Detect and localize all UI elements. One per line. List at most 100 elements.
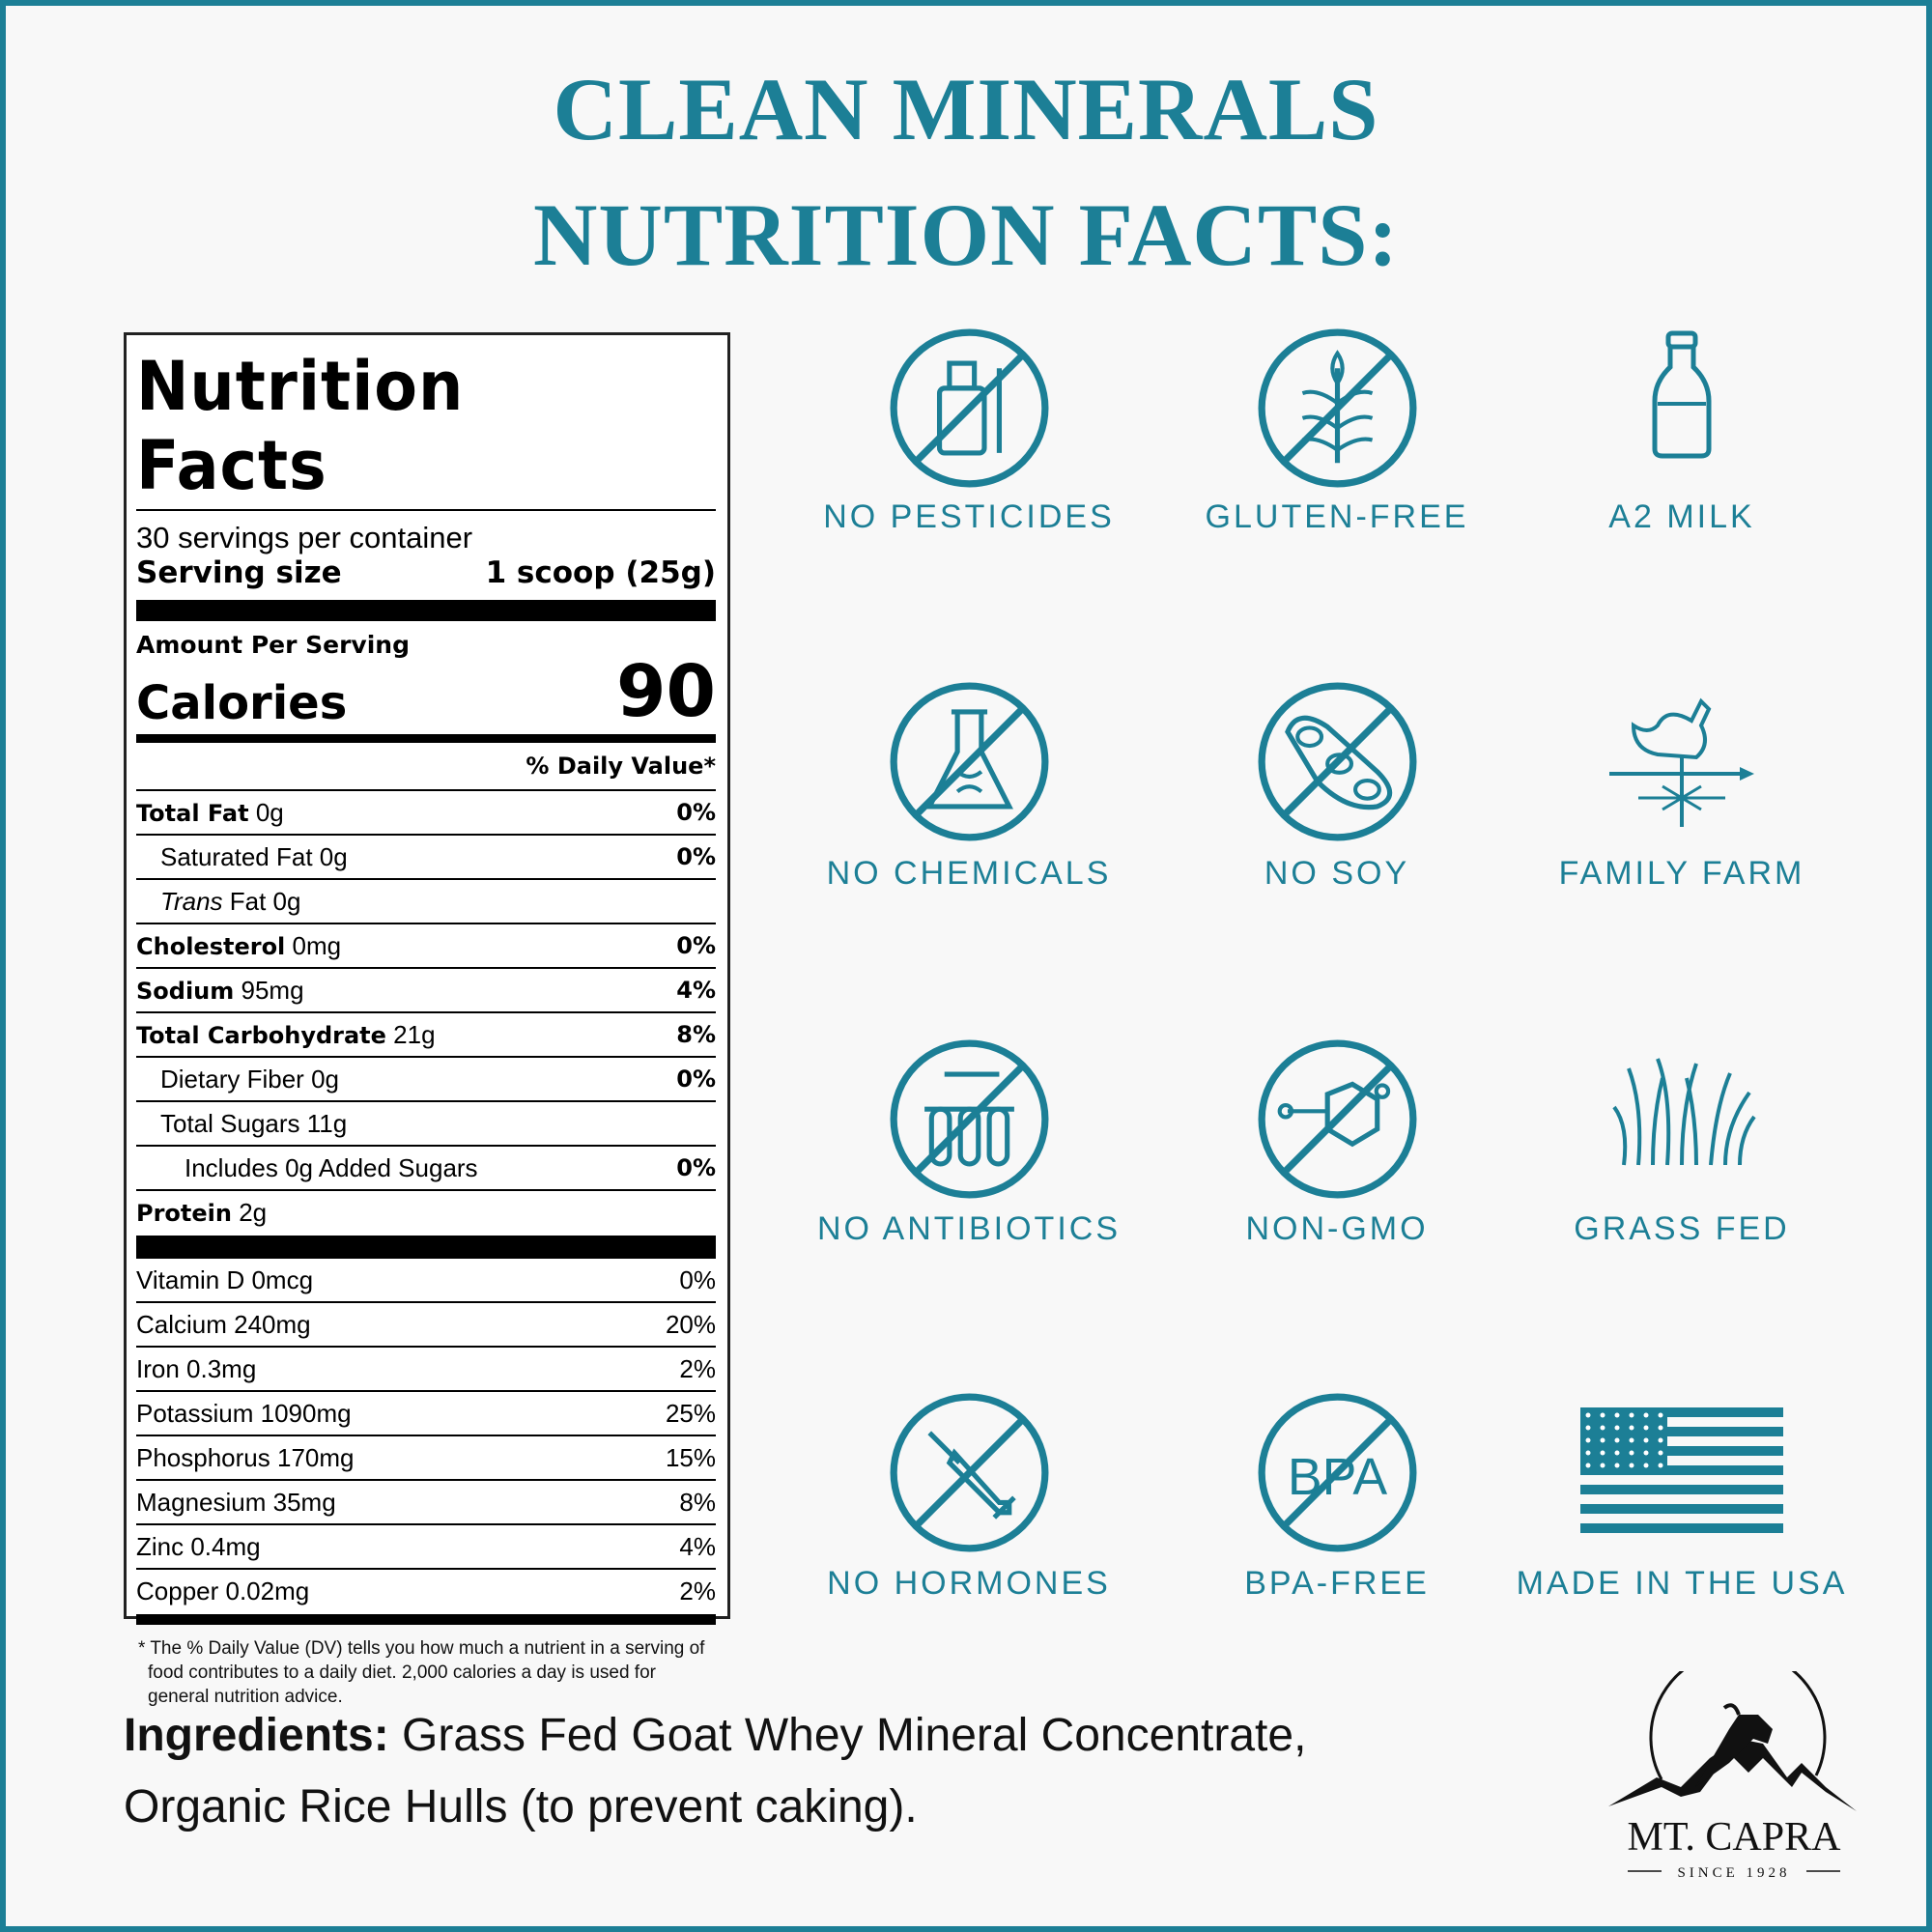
nutrient-label: Saturated Fat bbox=[160, 842, 313, 871]
badge-label: A2 MILK bbox=[1608, 498, 1755, 535]
vitamin-name: Potassium 1090mg bbox=[136, 1399, 352, 1428]
vitamin-dv: 25% bbox=[665, 1399, 716, 1428]
badge-family-farm: FAMILY FARM bbox=[1489, 682, 1875, 892]
nutrient-label: Sodium bbox=[136, 978, 235, 1005]
milk-bottle-icon bbox=[1489, 328, 1875, 483]
nutrient-amount: 0mg bbox=[292, 931, 342, 960]
nutrient-dv: 4% bbox=[676, 977, 716, 1004]
badge-label: BPA-FREE bbox=[1244, 1565, 1430, 1602]
nutrient-row: Cholesterol 0mg 0% bbox=[136, 924, 716, 969]
badge-made-in-the-usa: MADE IN THE USA bbox=[1489, 1393, 1875, 1602]
nutrient-row: Total Carbohydrate 21g 8% bbox=[136, 1013, 716, 1058]
nutrient-row: Dietary Fiber 0g 0% bbox=[136, 1058, 716, 1102]
vitamin-dv: 2% bbox=[679, 1577, 716, 1605]
divider-thick bbox=[136, 1236, 716, 1259]
amount-per-serving: Amount Per Serving bbox=[136, 631, 410, 659]
badge-a2-milk: A2 MILK bbox=[1489, 328, 1875, 535]
vitamin-name: Zinc 0.4mg bbox=[136, 1532, 261, 1561]
nutrient-row: Trans Fat 0g bbox=[136, 880, 716, 924]
badge-bpa-free: BPA BPA-FREE bbox=[1144, 1393, 1530, 1602]
nutrient-amount: 95mg bbox=[241, 976, 304, 1005]
vitamin-row: Iron 0.3mg 2% bbox=[136, 1348, 716, 1392]
badge-label: NO PESTICIDES bbox=[823, 498, 1115, 535]
nutrient-dv: 0% bbox=[676, 1065, 716, 1093]
badge-label: GLUTEN-FREE bbox=[1205, 498, 1469, 535]
no-chemicals-icon bbox=[776, 682, 1162, 841]
non-gmo-icon bbox=[1144, 1039, 1530, 1199]
nutrient-name: Total Carbohydrate 21g bbox=[136, 1013, 436, 1056]
nutrient-dv: 0% bbox=[676, 932, 716, 959]
nutrient-amount: 0g bbox=[255, 798, 284, 827]
nutrient-name: Total Sugars 11g bbox=[136, 1102, 347, 1145]
vitamin-dv: 2% bbox=[679, 1354, 716, 1383]
mt-capra-logo: MT. CAPRA SINCE 1928 bbox=[1604, 1649, 1864, 1884]
serving-size: Serving size 1 scoop (25g) bbox=[136, 555, 716, 590]
nutrient-name: Includes 0g Added Sugars bbox=[136, 1147, 478, 1189]
vitamin-dv: 20% bbox=[665, 1310, 716, 1339]
vitamin-row: Magnesium 35mg 8% bbox=[136, 1481, 716, 1525]
nutrient-name: Total Fat 0g bbox=[136, 791, 284, 834]
nutrient-label: Cholesterol bbox=[136, 933, 286, 960]
calories-label: Calories bbox=[136, 676, 348, 730]
nutrient-amount: 2g bbox=[239, 1198, 268, 1227]
vitamin-row: Calcium 240mg 20% bbox=[136, 1303, 716, 1348]
serving-size-label: Serving size bbox=[136, 555, 342, 590]
vitamin-dv: 8% bbox=[679, 1488, 716, 1517]
nutrition-facts-title: Nutrition Facts bbox=[136, 347, 465, 505]
badge-no-pesticides: NO PESTICIDES bbox=[776, 328, 1162, 535]
vitamin-row: Copper 0.02mg 2% bbox=[136, 1570, 716, 1614]
badge-no-soy: NO SOY bbox=[1144, 682, 1530, 892]
grass-icon bbox=[1489, 1039, 1875, 1194]
page-title-line2: NUTRITION FACTS: bbox=[532, 185, 1400, 284]
badge-no-antibiotics: NO ANTIBIOTICS bbox=[776, 1039, 1162, 1247]
nutrient-row: Total Sugars 11g bbox=[136, 1102, 716, 1147]
vitamin-name: Calcium 240mg bbox=[136, 1310, 311, 1339]
serving-size-value: 1 scoop (25g) bbox=[485, 555, 716, 590]
nutrient-row: Includes 0g Added Sugars 0% bbox=[136, 1147, 716, 1191]
badge-label: NO HORMONES bbox=[827, 1565, 1111, 1602]
calories-row: Calories 90 bbox=[136, 655, 716, 730]
nutrient-label: Dietary Fiber bbox=[160, 1065, 304, 1094]
us-flag-icon bbox=[1489, 1407, 1875, 1533]
nutrient-name: Cholesterol 0mg bbox=[136, 924, 341, 967]
nutrient-name: Dietary Fiber 0g bbox=[136, 1058, 339, 1100]
badge-label: NO SOY bbox=[1264, 855, 1410, 892]
nutrient-name: Saturated Fat 0g bbox=[136, 836, 348, 878]
no-hormones-icon bbox=[776, 1393, 1162, 1552]
vitamin-row: Zinc 0.4mg 4% bbox=[136, 1525, 716, 1570]
nutrient-amount: 11g bbox=[306, 1109, 348, 1138]
nutrient-amount: Fat 0g bbox=[229, 887, 301, 916]
divider-thick bbox=[136, 600, 716, 621]
divider-medium bbox=[136, 1614, 716, 1625]
nutrient-row: Protein 2g bbox=[136, 1191, 716, 1236]
logo-name: MT. CAPRA bbox=[1628, 1815, 1842, 1860]
nutrient-list: Total Fat 0g 0% Saturated Fat 0g 0% Trans Fa… bbox=[136, 791, 716, 1236]
no-soy-icon bbox=[1144, 682, 1530, 841]
nutrient-name: Sodium 95mg bbox=[136, 969, 304, 1011]
badge-no-hormones: NO HORMONES bbox=[776, 1393, 1162, 1602]
no-pesticides-icon bbox=[776, 328, 1162, 488]
ingredients: Ingredients: Grass Fed Goat Whey Mineral… bbox=[124, 1700, 1306, 1843]
nutrient-label: Protein bbox=[136, 1200, 232, 1227]
vitamin-name: Magnesium 35mg bbox=[136, 1488, 336, 1517]
badge-no-chemicals: NO CHEMICALS bbox=[776, 682, 1162, 892]
vitamin-row: Vitamin D 0mcg 0% bbox=[136, 1259, 716, 1303]
nutrient-amount: 0g bbox=[311, 1065, 339, 1094]
weathervane-rooster-icon bbox=[1489, 682, 1875, 837]
footnote: * The % Daily Value (DV) tells you how m… bbox=[138, 1638, 705, 1707]
vitamin-name: Vitamin D 0mcg bbox=[136, 1265, 314, 1294]
badge-label: NO ANTIBIOTICS bbox=[816, 1210, 1122, 1247]
nutrition-facts-label: Nutrition Facts 30 servings per containe… bbox=[124, 332, 730, 1707]
badge-label: NO CHEMICALS bbox=[826, 855, 1112, 892]
servings-per-container: 30 servings per container bbox=[136, 521, 473, 554]
nutrient-label: Total Fat bbox=[136, 800, 249, 827]
nutrient-row: Total Fat 0g 0% bbox=[136, 791, 716, 836]
bpa-free-icon: BPA bbox=[1144, 1393, 1530, 1552]
vitamin-name: Iron 0.3mg bbox=[136, 1354, 257, 1383]
ingredients-line1: Grass Fed Goat Whey Mineral Concentrate, bbox=[388, 1710, 1307, 1761]
calories-value: 90 bbox=[616, 650, 716, 733]
vitamin-dv: 0% bbox=[679, 1265, 716, 1294]
no-gluten-icon bbox=[1144, 328, 1530, 488]
nutrient-name: Trans Fat 0g bbox=[136, 880, 300, 923]
